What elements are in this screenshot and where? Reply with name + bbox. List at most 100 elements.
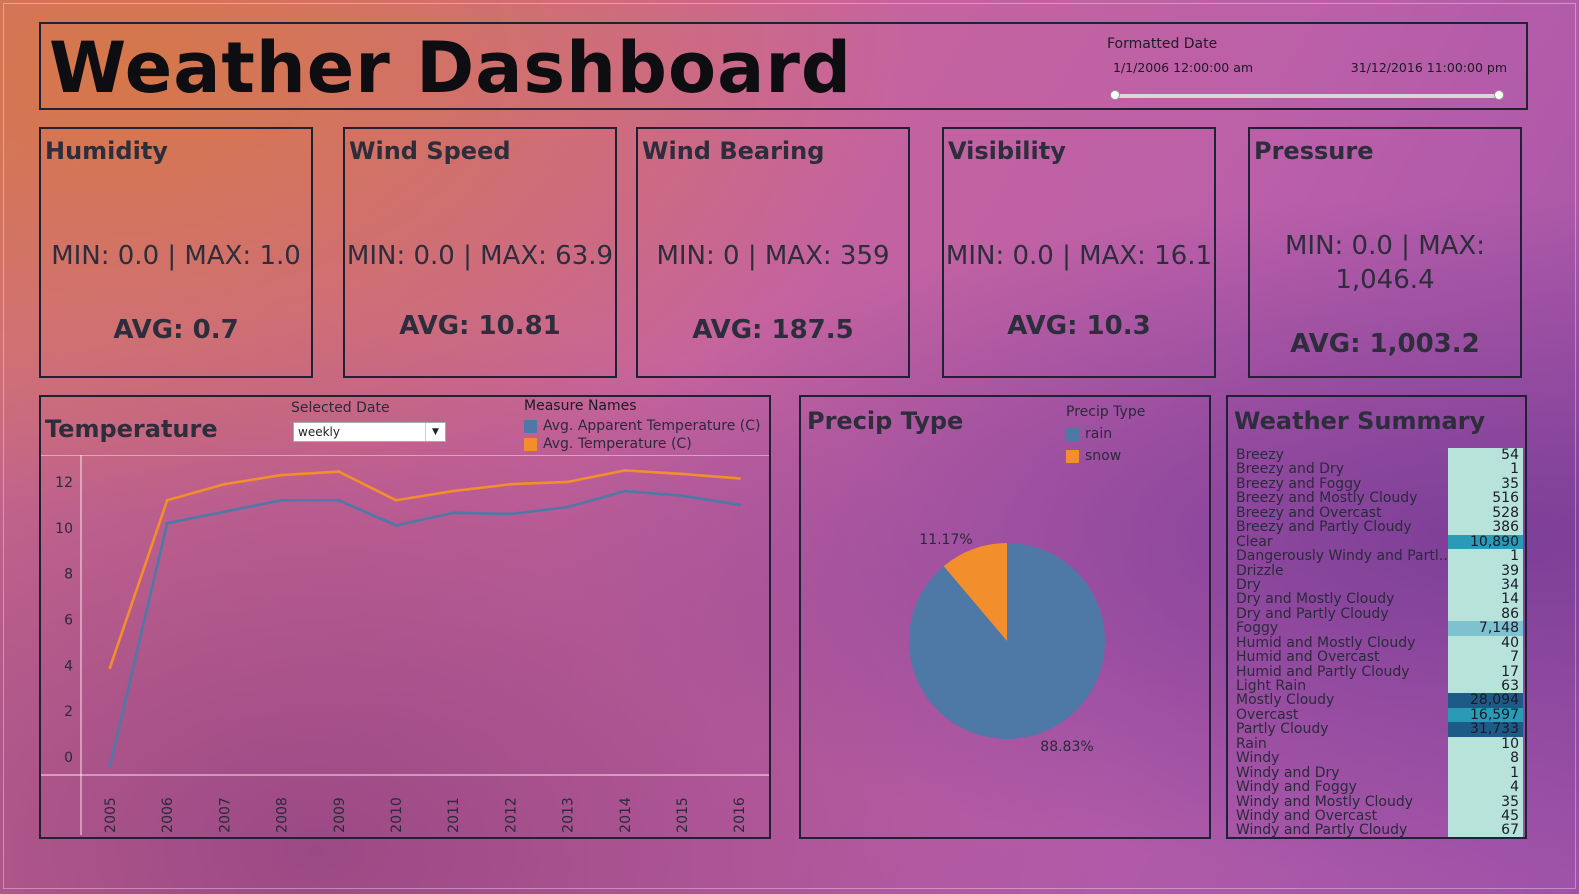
data-point[interactable] [280, 473, 284, 477]
summary-value: 16,597 [1448, 708, 1523, 723]
summary-value: 1 [1448, 462, 1523, 477]
x-tick-label: 2005 [103, 797, 119, 833]
table-row[interactable]: Partly Cloudy 31,733 [1234, 722, 1525, 737]
x-tick-label: 2009 [332, 797, 348, 833]
date-range-slider[interactable] [1115, 94, 1501, 98]
date-start-value: 1/1/2006 12:00:00 am [1113, 60, 1254, 75]
data-point[interactable] [280, 498, 284, 502]
table-row[interactable]: Windy and Mostly Cloudy 35 [1234, 794, 1525, 809]
table-row[interactable]: Windy 8 [1234, 751, 1525, 766]
series-line-apparent[interactable] [108, 489, 740, 767]
precip-legend: Precip Type rain snow [1066, 404, 1145, 464]
legend-item-rain[interactable]: rain [1066, 426, 1145, 442]
table-row[interactable]: Mostly Cloudy 28,094 [1234, 693, 1525, 708]
kpi-average: AVG: 10.81 [399, 311, 561, 341]
legend-label: rain [1085, 426, 1113, 442]
selected-date-value: weekly [298, 425, 340, 439]
table-row[interactable]: Breezy 54 [1234, 448, 1525, 463]
data-point[interactable] [165, 521, 169, 525]
data-point[interactable] [451, 489, 455, 493]
legend-title: Measure Names [524, 398, 637, 414]
summary-name: Foggy [1236, 621, 1279, 636]
table-row[interactable]: Dangerously Windy and Partl.. 1 [1234, 549, 1525, 564]
summary-value: 28,094 [1448, 693, 1523, 708]
table-row[interactable]: Humid and Overcast 7 [1234, 650, 1525, 665]
data-point[interactable] [394, 523, 398, 527]
data-point[interactable] [623, 489, 627, 493]
table-row[interactable]: Dry 34 [1234, 578, 1525, 593]
dashboard-frame [3, 3, 1576, 889]
table-row[interactable]: Breezy and Foggy 35 [1234, 477, 1525, 492]
pie-slice-snow[interactable] [943, 543, 1007, 641]
table-row[interactable]: Foggy 7,148 [1234, 621, 1525, 636]
data-point[interactable] [566, 480, 570, 484]
summary-value: 8 [1448, 751, 1523, 766]
kpi-average: AVG: 0.7 [113, 315, 239, 345]
summary-name: Humid and Partly Cloudy [1236, 664, 1410, 679]
table-row[interactable]: Light Rain 63 [1234, 679, 1525, 694]
data-point[interactable] [566, 505, 570, 509]
table-row[interactable]: Drizzle 39 [1234, 563, 1525, 578]
pie-label-snow: 11.17% [919, 532, 972, 548]
summary-name: Dry and Partly Cloudy [1236, 606, 1389, 621]
x-tick-label: 2010 [389, 797, 405, 833]
data-point[interactable] [680, 472, 684, 476]
summary-value: 7,148 [1448, 621, 1523, 636]
kpi-title: Wind Speed [349, 137, 511, 165]
summary-value: 1 [1448, 765, 1523, 781]
data-point[interactable] [108, 666, 112, 670]
data-point[interactable] [737, 503, 741, 507]
legend-item-snow[interactable]: snow [1066, 448, 1145, 464]
data-point[interactable] [108, 764, 112, 768]
x-tick-label: 2013 [561, 797, 577, 833]
data-point[interactable] [737, 476, 741, 480]
data-point[interactable] [165, 498, 169, 502]
y-tick-label: 10 [55, 521, 73, 537]
x-tick-label: 2015 [675, 797, 691, 833]
data-point[interactable] [337, 470, 341, 474]
selected-date-dropdown[interactable]: weekly ▼ [293, 422, 446, 442]
legend-label: Avg. Apparent Temperature (C) [543, 418, 761, 434]
data-point[interactable] [451, 511, 455, 515]
table-row[interactable]: Windy and Dry 1 [1234, 765, 1525, 781]
data-point[interactable] [222, 482, 226, 486]
x-tick-label: 2006 [160, 797, 176, 833]
table-row[interactable]: Windy and Partly Cloudy 67 [1234, 823, 1525, 837]
slider-start-handle[interactable] [1110, 90, 1120, 100]
table-row[interactable]: Breezy and Partly Cloudy 386 [1234, 520, 1525, 535]
slider-end-handle[interactable] [1494, 90, 1504, 100]
table-row[interactable]: Breezy and Overcast 528 [1234, 506, 1525, 521]
data-point[interactable] [337, 498, 341, 502]
data-point[interactable] [680, 494, 684, 498]
kpi-average: AVG: 187.5 [692, 315, 854, 345]
data-point[interactable] [222, 510, 226, 514]
table-row[interactable]: Dry and Partly Cloudy 86 [1234, 606, 1525, 622]
table-row[interactable]: Humid and Mostly Cloudy 40 [1234, 635, 1525, 651]
table-row[interactable]: Windy and Foggy 4 [1234, 780, 1525, 795]
data-point[interactable] [623, 468, 627, 472]
table-row[interactable]: Breezy and Mostly Cloudy 516 [1234, 491, 1525, 506]
series-line-temperature[interactable] [108, 469, 740, 668]
legend-item-temperature[interactable]: Avg. Temperature (C) [524, 436, 760, 452]
summary-name: Dry and Mostly Cloudy [1236, 592, 1395, 607]
table-row[interactable]: Humid and Partly Cloudy 17 [1234, 664, 1525, 679]
summary-value: 516 [1448, 491, 1523, 506]
kpi-wind-speed: Wind Speed MIN: 0.0 | MAX: 63.9 AVG: 10.… [343, 127, 617, 378]
table-row[interactable]: Clear 10,890 [1234, 534, 1525, 550]
summary-name: Breezy and Dry [1236, 462, 1344, 477]
chevron-down-icon[interactable]: ▼ [425, 423, 445, 441]
data-point[interactable] [394, 498, 398, 502]
table-row[interactable]: Rain 10 [1234, 737, 1525, 752]
y-tick-label: 6 [64, 612, 73, 628]
x-tick-label: 2011 [446, 797, 462, 833]
summary-name: Windy [1236, 751, 1280, 766]
page-title: Weather Dashboard [49, 27, 852, 109]
data-point[interactable] [508, 512, 512, 516]
table-row[interactable]: Breezy and Dry 1 [1234, 462, 1525, 477]
table-row[interactable]: Overcast 16,597 [1234, 708, 1525, 723]
data-point[interactable] [508, 482, 512, 486]
table-row[interactable]: Windy and Overcast 45 [1234, 809, 1525, 824]
kpi-title: Wind Bearing [642, 137, 825, 165]
legend-item-apparent[interactable]: Avg. Apparent Temperature (C) [524, 418, 760, 434]
table-row[interactable]: Dry and Mostly Cloudy 14 [1234, 592, 1525, 607]
